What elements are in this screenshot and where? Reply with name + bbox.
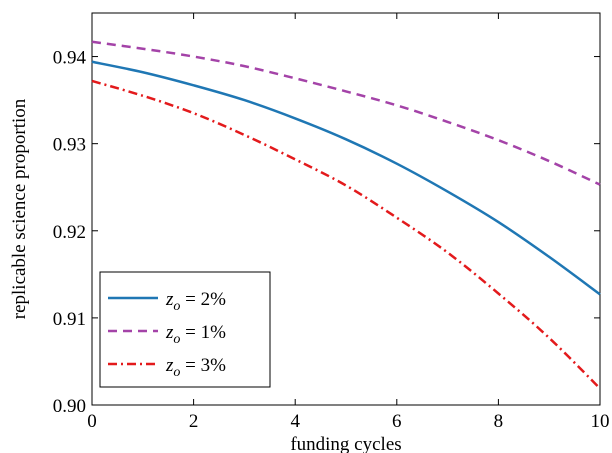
series-line: [91, 40, 601, 186]
legend-box: [99, 271, 271, 388]
x-tick-label: 10: [591, 411, 610, 432]
legend: zo = 2% zo = 1% zo = 3%: [99, 271, 271, 388]
x-tick-label: 6: [392, 411, 402, 432]
x-tick-label: 0: [87, 411, 97, 432]
y-tick-label: 0.90: [53, 396, 86, 417]
series-layer: [91, 40, 601, 390]
y-tick-label: 0.92: [53, 222, 86, 243]
y-axis: 0.90 0.91 0.92 0.93 0.94: [53, 48, 600, 417]
y-axis-title: replicable science proportion: [9, 98, 30, 319]
legend-label: zo = 1%: [165, 322, 226, 347]
x-axis: 0 2 4 6 8 10: [87, 13, 610, 432]
x-tick-label: 8: [494, 411, 504, 432]
series-line: [91, 79, 601, 390]
legend-label: zo = 2%: [165, 289, 226, 314]
x-tick-label: 2: [189, 411, 199, 432]
y-tick-label: 0.93: [53, 135, 86, 156]
y-tick-label: 0.91: [53, 309, 86, 330]
y-tick-label: 0.94: [53, 48, 87, 69]
x-axis-title: funding cycles: [290, 434, 401, 453]
x-tick-label: 4: [290, 411, 300, 432]
series-line: [91, 60, 601, 296]
legend-label: zo = 3%: [165, 355, 226, 380]
